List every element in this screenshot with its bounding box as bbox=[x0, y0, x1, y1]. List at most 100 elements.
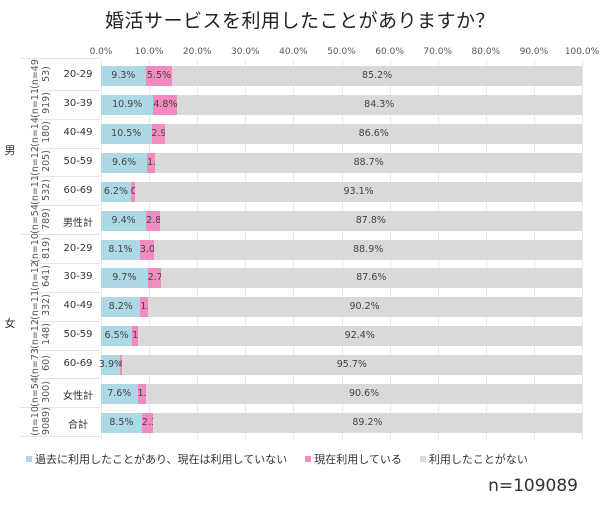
data-label: 86.6% bbox=[358, 128, 389, 140]
bar-segment-current-use[interactable] bbox=[146, 210, 160, 231]
bar-segment-never-used[interactable] bbox=[134, 181, 583, 202]
data-label: 87.6% bbox=[356, 272, 387, 284]
legend-swatch-icon bbox=[305, 456, 312, 462]
data-label: 2.9% bbox=[151, 128, 176, 140]
bar-segment-past-use[interactable] bbox=[101, 326, 133, 347]
bar-segment-never-used[interactable] bbox=[160, 268, 582, 289]
bar-segment-current-use[interactable] bbox=[141, 412, 153, 433]
bar-segment-never-used[interactable] bbox=[172, 66, 582, 87]
legend-swatch-icon bbox=[26, 456, 32, 462]
category-label: 50-59 bbox=[63, 329, 93, 341]
data-label: 84.3% bbox=[364, 99, 395, 111]
data-label: 8.2% bbox=[108, 301, 133, 313]
gridline bbox=[582, 60, 583, 440]
legend-label: 過去に利用したことがあり、現在は利用していない bbox=[35, 453, 288, 466]
sample-size-label: (n=12 148) bbox=[30, 319, 52, 349]
row-separator bbox=[30, 291, 100, 293]
bar-segment-current-use[interactable] bbox=[140, 297, 148, 318]
sample-size-label: (n=11 919) bbox=[30, 88, 52, 119]
sample-size-label: (n=11 332) bbox=[30, 290, 52, 321]
data-label: 5.5% bbox=[146, 70, 172, 82]
data-label: 9.3% bbox=[111, 70, 136, 82]
legend-item: 現在利用している bbox=[305, 451, 402, 467]
row-separator bbox=[20, 58, 100, 59]
bar-segment-past-use[interactable] bbox=[101, 268, 148, 289]
bar-segment-never-used[interactable] bbox=[146, 383, 582, 404]
sample-size-label: (n=10 9089) bbox=[30, 405, 52, 436]
bar-segment-current-use[interactable] bbox=[145, 66, 173, 87]
row-separator bbox=[30, 205, 100, 207]
category-label: 40-49 bbox=[63, 300, 93, 312]
bar-segment-past-use[interactable] bbox=[101, 383, 138, 404]
category-label: 20-29 bbox=[63, 69, 93, 81]
row-separator bbox=[30, 176, 100, 178]
legend-swatch-icon bbox=[419, 456, 426, 462]
bar-segment-current-use[interactable] bbox=[153, 95, 177, 116]
legend-label: 現在利用している bbox=[314, 453, 402, 466]
row-separator bbox=[30, 262, 100, 264]
bar-segment-current-use[interactable] bbox=[139, 239, 155, 260]
data-label: 10.5% bbox=[111, 128, 142, 140]
bar-segment-current-use[interactable] bbox=[147, 152, 156, 173]
data-label: 2.7% bbox=[148, 272, 172, 283]
row-separator bbox=[30, 320, 100, 322]
bar-segment-past-use[interactable] bbox=[101, 66, 146, 87]
bar-segment-current-use[interactable] bbox=[132, 326, 138, 347]
legend-item: 過去に利用したことがあり、現在は利用していない bbox=[26, 451, 287, 467]
data-label: 88.7% bbox=[353, 156, 384, 168]
bar-segment-never-used[interactable] bbox=[121, 354, 582, 375]
category-label: 合計 bbox=[68, 419, 88, 431]
row-separator bbox=[30, 89, 100, 91]
sample-size-label: (n=54 789) bbox=[30, 203, 52, 234]
x-tick-label: 60.0% bbox=[375, 47, 404, 57]
bar-segment-never-used[interactable] bbox=[165, 124, 582, 145]
bar-segment-current-use[interactable] bbox=[130, 181, 135, 202]
bar-segment-past-use[interactable] bbox=[101, 412, 142, 433]
chart-title: 婚活サービスを利用したことがありますか？ bbox=[104, 10, 495, 32]
bar-segment-current-use[interactable] bbox=[147, 268, 161, 289]
bar-segment-never-used[interactable] bbox=[152, 412, 582, 433]
bar-segment-never-used[interactable] bbox=[137, 326, 582, 347]
bar-segment-current-use[interactable] bbox=[151, 124, 166, 145]
bar-segment-current-use[interactable] bbox=[119, 354, 122, 375]
bar-segment-past-use[interactable] bbox=[101, 95, 154, 116]
group-label-male: 男 bbox=[4, 143, 16, 157]
sample-size-label: (n=54 300) bbox=[30, 376, 52, 407]
data-label: 7.6% bbox=[107, 387, 132, 399]
sample-size-label: (n=10 819) bbox=[30, 232, 52, 263]
bar-segment-never-used[interactable] bbox=[154, 239, 582, 260]
category-label: 60-69 bbox=[63, 184, 93, 196]
data-label: 9.6% bbox=[112, 156, 137, 168]
data-label: 85.2% bbox=[362, 70, 393, 82]
data-label: 4.8% bbox=[153, 99, 178, 111]
data-label: 10.9% bbox=[112, 99, 143, 111]
bar-segment-never-used[interactable] bbox=[147, 297, 582, 318]
row-separator bbox=[30, 349, 100, 351]
bar-segment-past-use[interactable] bbox=[101, 181, 131, 202]
sample-size-label: (n=11 532) bbox=[30, 174, 52, 205]
bar-segment-past-use[interactable] bbox=[101, 239, 140, 260]
bar-segment-past-use[interactable] bbox=[101, 297, 141, 318]
data-label: 93.1% bbox=[343, 185, 374, 197]
bar-segment-never-used[interactable] bbox=[176, 95, 582, 116]
bar-segment-past-use[interactable] bbox=[101, 210, 147, 231]
x-tick-label: 10.0% bbox=[134, 47, 164, 57]
data-label: 6.5% bbox=[104, 330, 129, 342]
bar-segment-current-use[interactable] bbox=[137, 383, 147, 404]
sample-size-label: (n=73 60) bbox=[30, 348, 52, 378]
legend: 過去に利用したことがあり、現在は利用していない 現在利用している 利用したことがない bbox=[26, 451, 528, 467]
bar-segment-past-use[interactable] bbox=[101, 124, 152, 145]
data-label: 92.4% bbox=[344, 330, 375, 342]
bar-segment-never-used[interactable] bbox=[159, 210, 582, 231]
x-tick-label: 90.0% bbox=[519, 47, 549, 57]
bar-segment-past-use[interactable] bbox=[101, 152, 148, 173]
category-label: 40-49 bbox=[63, 127, 93, 139]
sample-size-label: (n=12 641) bbox=[30, 261, 52, 292]
category-label: 30-39 bbox=[63, 98, 93, 110]
bar-segment-never-used[interactable] bbox=[155, 152, 582, 173]
legend-label: 利用したことがない bbox=[428, 453, 528, 466]
data-label: 87.8% bbox=[355, 214, 386, 226]
bar-segment-past-use[interactable] bbox=[101, 354, 120, 375]
data-label: 9.4% bbox=[111, 214, 136, 226]
total-sample-size: n=109089 bbox=[488, 476, 578, 496]
